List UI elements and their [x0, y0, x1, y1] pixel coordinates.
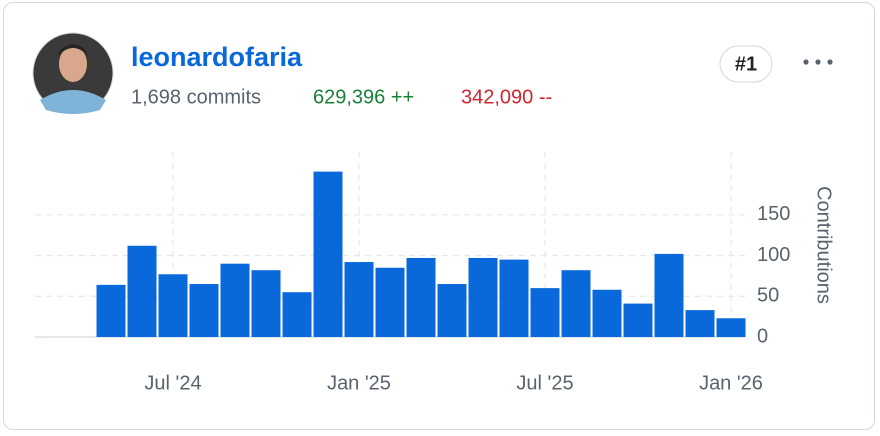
user-name[interactable]: leonardofaria — [131, 42, 303, 72]
bar — [716, 318, 746, 337]
bar — [220, 263, 250, 337]
deletions: 342,090 -- — [461, 86, 552, 108]
bar — [282, 292, 312, 337]
y-tick-label: 150 — [757, 203, 790, 225]
x-tick-label: Jul '25 — [516, 372, 573, 394]
bar — [158, 274, 188, 337]
bar — [127, 245, 157, 337]
x-tick-label: Jul '24 — [144, 372, 201, 394]
bar — [437, 284, 467, 337]
bar — [592, 289, 622, 337]
rank-badge — [719, 45, 773, 83]
y-tick-label: 50 — [757, 285, 779, 307]
bar — [685, 310, 715, 337]
additions: 629,396 ++ — [313, 86, 414, 108]
rank: #1 — [735, 53, 757, 75]
bar — [468, 257, 498, 337]
bar — [561, 270, 591, 337]
bar — [344, 262, 374, 337]
bar — [313, 171, 343, 337]
bar — [530, 288, 560, 337]
bar — [96, 284, 126, 337]
bar — [375, 267, 405, 337]
x-tick-label: Jan '26 — [699, 372, 763, 394]
bar — [654, 253, 684, 337]
y-tick-label: 0 — [757, 325, 768, 347]
y-tick-label: 100 — [757, 244, 790, 266]
commits: 1,698 commits — [131, 86, 261, 108]
bar — [251, 270, 281, 337]
y-axis-label: Contributions — [813, 186, 835, 304]
bar — [499, 259, 529, 337]
contributor-card — [3, 2, 875, 430]
more-button[interactable] — [803, 59, 833, 65]
avatar[interactable] — [32, 32, 114, 114]
bar — [406, 257, 436, 337]
bar — [623, 303, 653, 337]
x-tick-label: Jan '25 — [327, 372, 391, 394]
bar — [189, 284, 219, 337]
